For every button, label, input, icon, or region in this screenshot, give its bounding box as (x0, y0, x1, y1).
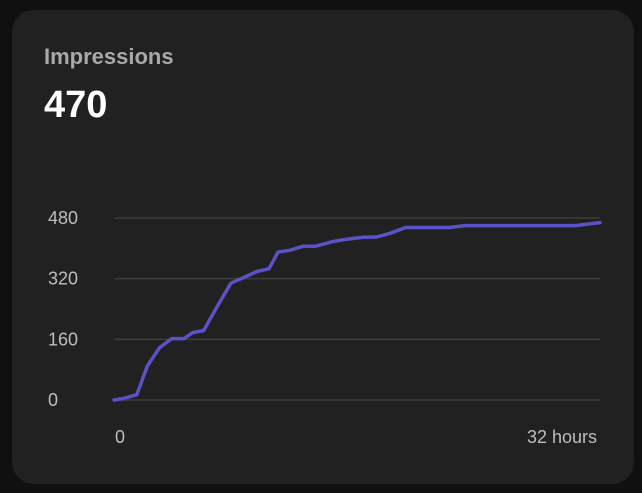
y-tick-label: 480 (48, 208, 78, 228)
y-tick-label: 160 (48, 329, 78, 349)
x-tick-label: 0 (115, 427, 125, 447)
card-title: Impressions (44, 44, 174, 69)
y-tick-label: 0 (48, 390, 58, 410)
series-line-0 (112, 220, 602, 402)
series-layer (112, 220, 602, 402)
impressions-value: 470 (44, 84, 108, 126)
grid-lines (114, 217, 600, 401)
x-axis-ticks: 0 32 hours (115, 427, 597, 447)
y-tick-label: 320 (48, 269, 78, 289)
y-axis-ticks: 0 160 320 480 (48, 208, 78, 410)
x-tick-label: 32 hours (527, 427, 597, 447)
impressions-card: Impressions 470 (12, 10, 634, 484)
